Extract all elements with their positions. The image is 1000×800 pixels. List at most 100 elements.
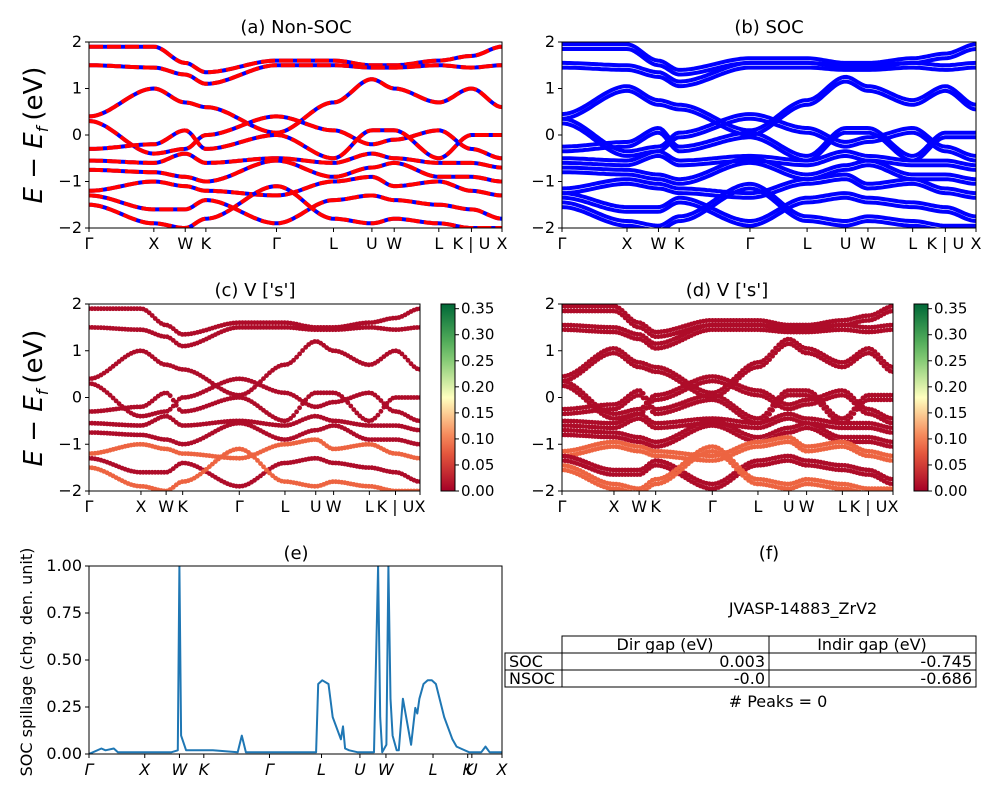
panel-d-colorbar-label: 0.35 [934,300,967,318]
panel-e-xtick-label: K [462,760,474,779]
projected-band-point [890,327,893,333]
soc-band-line [562,195,976,228]
projected-band-point [857,398,863,404]
nonsoc-band-dash [89,193,502,226]
panel-d-colorbar-label: 0.30 [934,326,967,344]
projected-band-point [258,461,263,466]
panel-b-xtick-label: Γ [558,234,567,253]
panel-e-xtick-label: Γ [265,760,275,779]
projected-band-point [890,486,893,491]
table-row-soc-dir-gap: 0.003 [719,652,765,671]
panel-d-xtick-label: K [650,497,661,516]
projected-band-point [622,310,628,316]
projected-band-point [848,410,854,416]
projected-band-point [261,464,266,470]
panel-d-xtick-label: U [783,497,795,516]
panel-b-xtick-label: U [840,234,852,253]
panel-e-xtick-label: L [429,760,438,779]
projected-band-point [267,470,272,476]
soc-band-line [562,172,976,196]
projected-band-point [375,395,381,400]
panel-a-ytick-label: −1 [58,172,82,191]
projected-band-point [417,427,420,433]
panel-e-xtick-label: X [496,760,509,779]
panel-c-projected-bands: 210−1−2Γ X W K Γ L U W L K | U X0.350.300.250.200.… [58,294,494,516]
panel-e-xtick-label: W [172,760,189,779]
panel-d-xtick-label: X [608,497,619,516]
projected-band-point [351,407,357,412]
projected-band-point [889,490,891,491]
projected-band-point [890,430,893,435]
panel-c-frame [88,303,421,492]
panel-e-xtick-label: W [378,760,395,779]
projected-band-point [381,404,387,410]
panel-b-frame [561,41,977,229]
projected-band-point [639,490,642,491]
projected-band-point [399,351,405,357]
projected-band-point [767,352,772,358]
projected-band-point [375,412,381,418]
panel-e-xtick-label: L [317,760,326,779]
projected-band-point [342,396,348,402]
projected-band-point [372,415,378,421]
projected-band-point [640,404,646,410]
panel-b-title: (b) SOC [734,17,803,38]
projected-band-point [864,490,867,491]
panel-b-ytick-label: −2 [531,218,555,237]
panel-d-colorbar-label: 0.25 [934,352,967,370]
spillage-line [89,566,502,754]
spillage-ylabel: SOC spillage (chg. den. unit) [17,548,36,777]
panel-c-ytick-label: −1 [58,434,82,453]
panel-a-xtick-label: W [386,234,402,253]
projected-band-point [291,357,296,363]
panel-a-ytick-label: 1 [72,79,82,98]
projected-band-point [640,391,646,396]
panel-c-ytick-label: −2 [58,481,82,500]
panel-a-xtick-label: Γ [272,234,281,253]
projected-band-point [890,444,893,449]
projected-band-point [773,399,778,404]
panel-c-colorbar-label: 0.15 [461,404,494,422]
panel-e-xtick-label: U [466,760,478,779]
panel-c-xtick-label: X [415,497,426,516]
panel-c-colorbar [441,304,455,491]
table-row-nsoc-dir-gap: -0.0 [734,669,765,688]
projected-band-point [824,404,830,410]
soc-band-line [562,191,976,223]
panel-c-title: (c) V ['s'] [214,280,295,301]
projected-band-point [261,376,266,381]
panel-f-gap-table: JVASP-14883_ZrV2 Dir gap (eV) Indir gap … [504,599,977,711]
panel-e-spillage-plot: 1.000.750.500.250.00Γ X W K Γ L U W L KU X [46,556,508,779]
energy-ylabel-mid-unit: (eV) [19,330,49,384]
projected-band-point [871,490,873,491]
panel-d-colorbar-label: 0.00 [934,482,967,500]
soc-band-line [562,60,976,84]
projected-band-point [845,413,851,419]
projected-band-point [646,400,652,406]
panel-d-colorbar [914,304,928,491]
panel-b-xtick-label: X [622,234,633,253]
panel-a-xtick-label: W [177,234,193,253]
panel-e-ytick-label: 0.50 [46,650,82,669]
panel-d-frame [561,303,894,492]
projected-band-point [417,325,420,330]
panel-a-xtick-label: K | U [453,234,491,253]
energy-ylabel-top-sub: f [33,124,52,132]
projected-band-point [149,313,155,318]
soc-band-line [562,79,976,137]
panel-c-xtick-label: L [365,497,374,516]
projected-band-point [848,392,854,398]
projected-band-point [586,396,592,401]
projected-band-point [776,395,782,400]
panel-d-xtick-label: L [753,497,762,516]
projected-band-point [417,306,420,312]
projected-band-point [818,397,824,403]
panel-d-title: (d) V ['s'] [686,280,769,301]
projected-band-point [767,407,772,412]
projected-band-point [890,476,893,482]
table-row-nsoc-indir-cell [768,669,977,688]
projected-band-point [619,308,625,313]
panel-c-colorbar-label: 0.10 [461,430,494,448]
panel-e-ytick-label: 0.25 [46,697,82,716]
projected-band-point [874,490,876,491]
